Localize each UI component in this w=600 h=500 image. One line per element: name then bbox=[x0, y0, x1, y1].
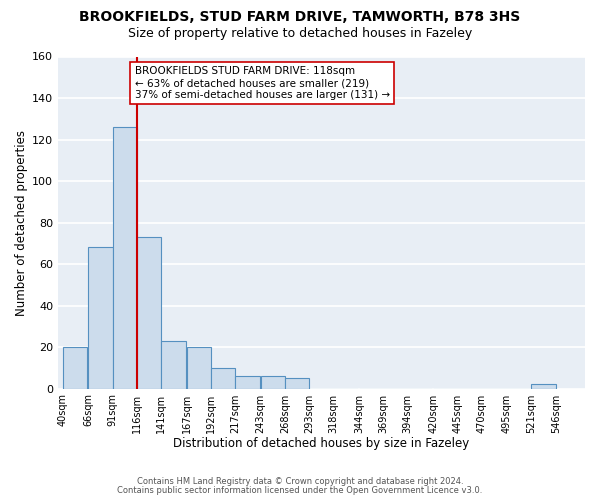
Text: BROOKFIELDS, STUD FARM DRIVE, TAMWORTH, B78 3HS: BROOKFIELDS, STUD FARM DRIVE, TAMWORTH, … bbox=[79, 10, 521, 24]
Text: Size of property relative to detached houses in Fazeley: Size of property relative to detached ho… bbox=[128, 28, 472, 40]
Y-axis label: Number of detached properties: Number of detached properties bbox=[15, 130, 28, 316]
Bar bbox=[211, 368, 235, 388]
Bar bbox=[63, 347, 88, 389]
Text: BROOKFIELDS STUD FARM DRIVE: 118sqm
← 63% of detached houses are smaller (219)
3: BROOKFIELDS STUD FARM DRIVE: 118sqm ← 63… bbox=[134, 66, 389, 100]
Bar bbox=[137, 237, 161, 388]
Bar bbox=[235, 376, 260, 388]
Bar bbox=[88, 248, 113, 388]
X-axis label: Distribution of detached houses by size in Fazeley: Distribution of detached houses by size … bbox=[173, 437, 470, 450]
Bar bbox=[187, 347, 211, 389]
Bar bbox=[113, 127, 137, 388]
Bar bbox=[532, 384, 556, 388]
Bar bbox=[261, 376, 285, 388]
Bar bbox=[285, 378, 310, 388]
Text: Contains public sector information licensed under the Open Government Licence v3: Contains public sector information licen… bbox=[118, 486, 482, 495]
Text: Contains HM Land Registry data © Crown copyright and database right 2024.: Contains HM Land Registry data © Crown c… bbox=[137, 478, 463, 486]
Bar bbox=[161, 341, 186, 388]
